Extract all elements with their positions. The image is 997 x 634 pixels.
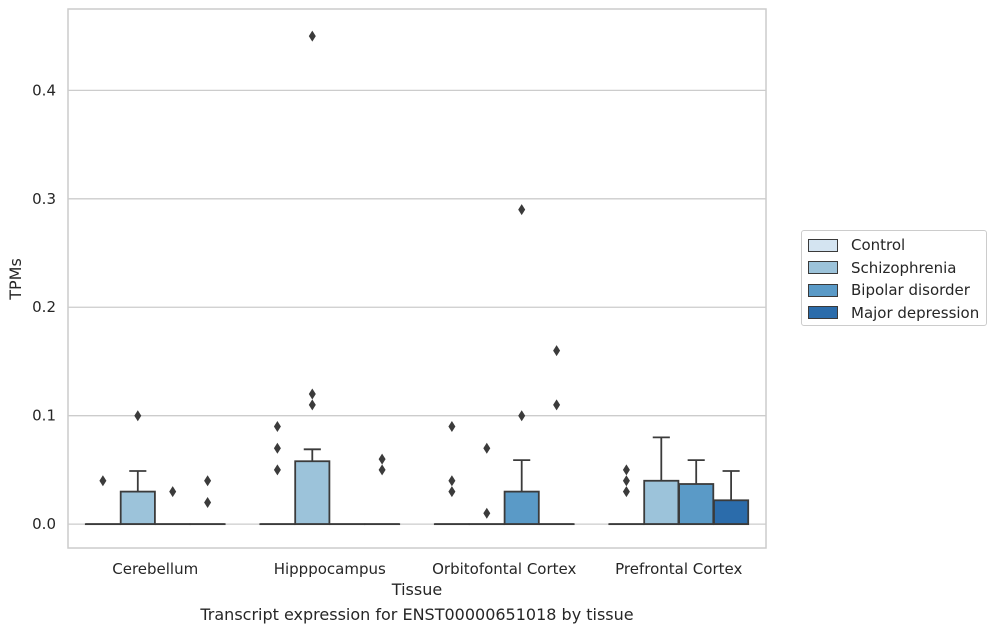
outlier-point: [448, 475, 456, 487]
box-group: [678, 459, 715, 526]
legend-item-control: Control: [808, 235, 905, 255]
box-group: [538, 345, 575, 526]
outlier-point: [169, 486, 177, 498]
box-group: [468, 442, 505, 526]
y-tick-label: 0.1: [32, 407, 56, 425]
box: [678, 483, 715, 526]
outlier-point: [308, 388, 316, 400]
x-tick-label: Prefrontal Cortex: [615, 560, 742, 578]
legend-item-schizophrenia: Schizophrenia: [808, 258, 956, 278]
legend-item-bipolar-disorder: Bipolar disorder: [808, 280, 970, 300]
x-tick-labels: Cerebellum Hipppocampus Orbitofontal Corte…: [112, 560, 742, 578]
outlier-point: [378, 453, 386, 465]
boxes: [84, 30, 750, 526]
box-group: [294, 30, 331, 526]
outlier-point: [483, 442, 491, 454]
box-group: [119, 410, 156, 526]
outlier-point: [622, 464, 630, 476]
legend-label-control: Control: [851, 236, 906, 254]
box: [643, 479, 680, 526]
outlier-point: [134, 410, 142, 422]
outlier-point: [553, 345, 561, 357]
outlier-point: [518, 204, 526, 216]
box-group: [608, 464, 645, 526]
box-group: [259, 421, 296, 526]
box-group: [189, 475, 226, 526]
legend-item-major-depression: Major depression: [808, 303, 979, 323]
outlier-point: [622, 475, 630, 487]
outlier-point: [308, 399, 316, 411]
box-group: [154, 486, 191, 526]
outlier-point: [99, 475, 107, 487]
box: [503, 490, 540, 526]
outlier-point: [204, 496, 212, 508]
outlier-point: [273, 442, 281, 454]
outlier-point: [273, 464, 281, 476]
legend-swatch-bipolar-disorder: [808, 283, 838, 297]
box-group: [364, 453, 401, 526]
outlier-point: [378, 464, 386, 476]
x-tick-label: Orbitofontal Cortex: [432, 560, 576, 578]
box-group: [433, 421, 470, 526]
plot-area-frame: [67, 8, 767, 549]
legend-swatch-control: [808, 238, 838, 252]
outlier-point: [448, 421, 456, 433]
x-tick-label: Cerebellum: [112, 560, 198, 578]
outlier-point: [204, 475, 212, 487]
y-tick-label: 0.4: [32, 81, 56, 99]
legend-label-bipolar-disorder: Bipolar disorder: [851, 281, 970, 299]
box-group: [84, 475, 121, 526]
legend-swatch-major-depression: [808, 306, 838, 319]
legend: Control Schizophrenia Bipolar disorder M…: [801, 230, 987, 326]
box-group: [643, 436, 680, 526]
figure-caption: Transcript expression for ENST0000065101…: [200, 605, 634, 624]
y-tick-label: 0.2: [32, 298, 56, 316]
y-axis-label: TPMs: [6, 258, 25, 301]
y-tick-label: 0.0: [32, 515, 56, 533]
box-group: [503, 204, 540, 526]
outlier-point: [622, 486, 630, 498]
box-group: [713, 470, 750, 526]
y-tick-label: 0.3: [32, 190, 56, 208]
outlier-point: [483, 507, 491, 519]
legend-swatch-schizophrenia: [808, 261, 838, 274]
box: [713, 499, 750, 526]
outlier-point: [308, 30, 316, 42]
outlier-point: [448, 486, 456, 498]
outlier-point: [553, 399, 561, 411]
outlier-point: [518, 410, 526, 422]
x-axis-label: Tissue: [391, 580, 442, 599]
box: [119, 490, 156, 526]
legend-label-schizophrenia: Schizophrenia: [851, 258, 957, 277]
box: [294, 460, 331, 526]
x-tick-label: Hipppocampus: [274, 560, 386, 578]
legend-label-major-depression: Major depression: [851, 303, 980, 322]
y-tick-labels: 0.0 0.1 0.2 0.3 0.4: [32, 81, 56, 533]
outlier-point: [273, 421, 281, 433]
